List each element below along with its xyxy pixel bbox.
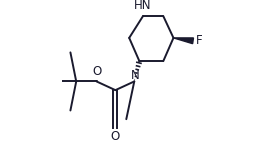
Text: O: O (111, 130, 120, 143)
Text: N: N (131, 69, 140, 82)
Text: O: O (92, 65, 101, 78)
Polygon shape (173, 38, 194, 44)
Text: HN: HN (134, 0, 152, 12)
Text: F: F (196, 34, 202, 47)
